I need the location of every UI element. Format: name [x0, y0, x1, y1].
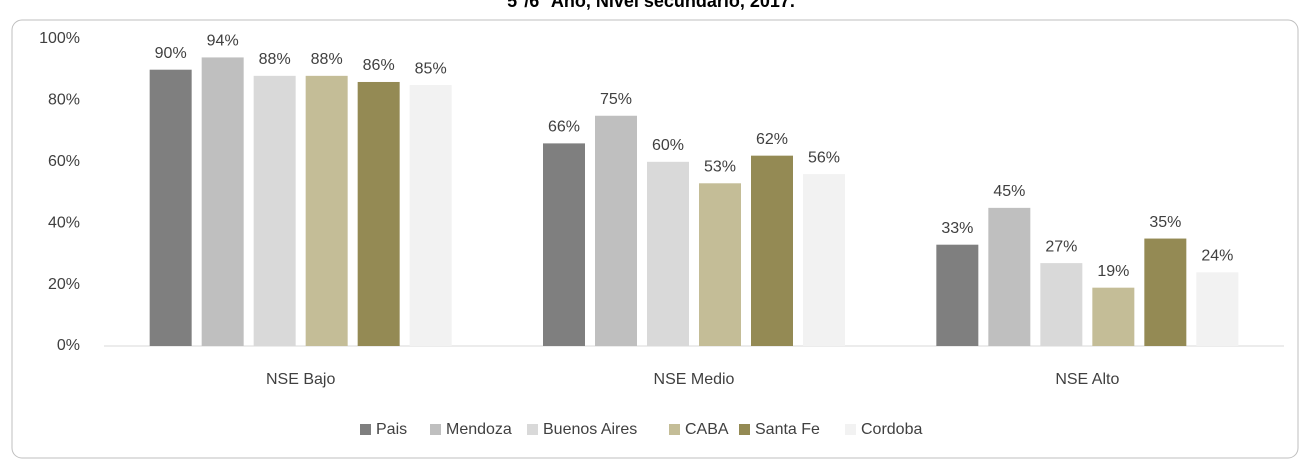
- y-tick-label: 60%: [48, 153, 80, 170]
- value-label: 75%: [600, 91, 632, 108]
- value-label: 56%: [808, 149, 840, 166]
- value-label: 94%: [207, 33, 239, 50]
- y-tick-label: 0%: [57, 337, 80, 354]
- legend-swatch: [845, 424, 856, 435]
- legend-label: Pais: [376, 421, 407, 438]
- value-label: 88%: [311, 51, 343, 68]
- bar: [357, 81, 400, 346]
- bar: [699, 183, 741, 346]
- value-label: 60%: [652, 137, 684, 154]
- value-label: 19%: [1097, 263, 1129, 280]
- value-label: 45%: [993, 183, 1025, 200]
- y-tick-label: 20%: [48, 276, 80, 293]
- legend-label: Mendoza: [446, 421, 512, 438]
- bar: [149, 69, 192, 346]
- legend-label: Cordoba: [861, 421, 922, 438]
- y-tick-label: 100%: [39, 30, 80, 47]
- value-label: 27%: [1045, 238, 1077, 255]
- chart-title: 5°/6° Año, Nivel secundario, 2017.: [507, 0, 795, 11]
- x-tick-label: NSE Bajo: [266, 371, 335, 388]
- legend-swatch: [527, 424, 538, 435]
- bar: [1196, 272, 1239, 346]
- bar: [543, 143, 585, 346]
- value-label: 53%: [704, 159, 736, 176]
- x-tick-label: NSE Alto: [1055, 371, 1119, 388]
- bar: [595, 115, 637, 346]
- bar: [1040, 263, 1083, 346]
- value-label: 62%: [756, 131, 788, 148]
- value-label: 88%: [259, 51, 291, 68]
- legend-label: Buenos Aires: [543, 421, 637, 438]
- legend-swatch: [430, 424, 441, 435]
- x-tick-label: NSE Medio: [654, 371, 735, 388]
- bar: [305, 75, 348, 346]
- bar: [409, 85, 452, 347]
- value-label: 90%: [155, 45, 187, 62]
- y-tick-label: 40%: [48, 214, 80, 231]
- bar: [751, 155, 793, 346]
- value-label: 33%: [941, 220, 973, 237]
- legend-swatch: [669, 424, 680, 435]
- bar: [1092, 287, 1135, 346]
- value-label: 24%: [1201, 248, 1233, 265]
- value-label: 66%: [548, 119, 580, 136]
- bar: [253, 75, 296, 346]
- legend-label: CABA: [685, 421, 729, 438]
- legend-label: Santa Fe: [755, 421, 820, 438]
- bar: [1144, 238, 1187, 346]
- bar: [988, 207, 1031, 346]
- y-tick-label: 80%: [48, 92, 80, 109]
- bar: [647, 161, 689, 346]
- value-label: 35%: [1149, 214, 1181, 231]
- value-label: 86%: [363, 57, 395, 74]
- legend-swatch: [739, 424, 750, 435]
- value-label: 85%: [415, 60, 447, 77]
- bar: [936, 244, 979, 346]
- bar: [201, 57, 244, 347]
- bar: [803, 174, 845, 346]
- legend-swatch: [360, 424, 371, 435]
